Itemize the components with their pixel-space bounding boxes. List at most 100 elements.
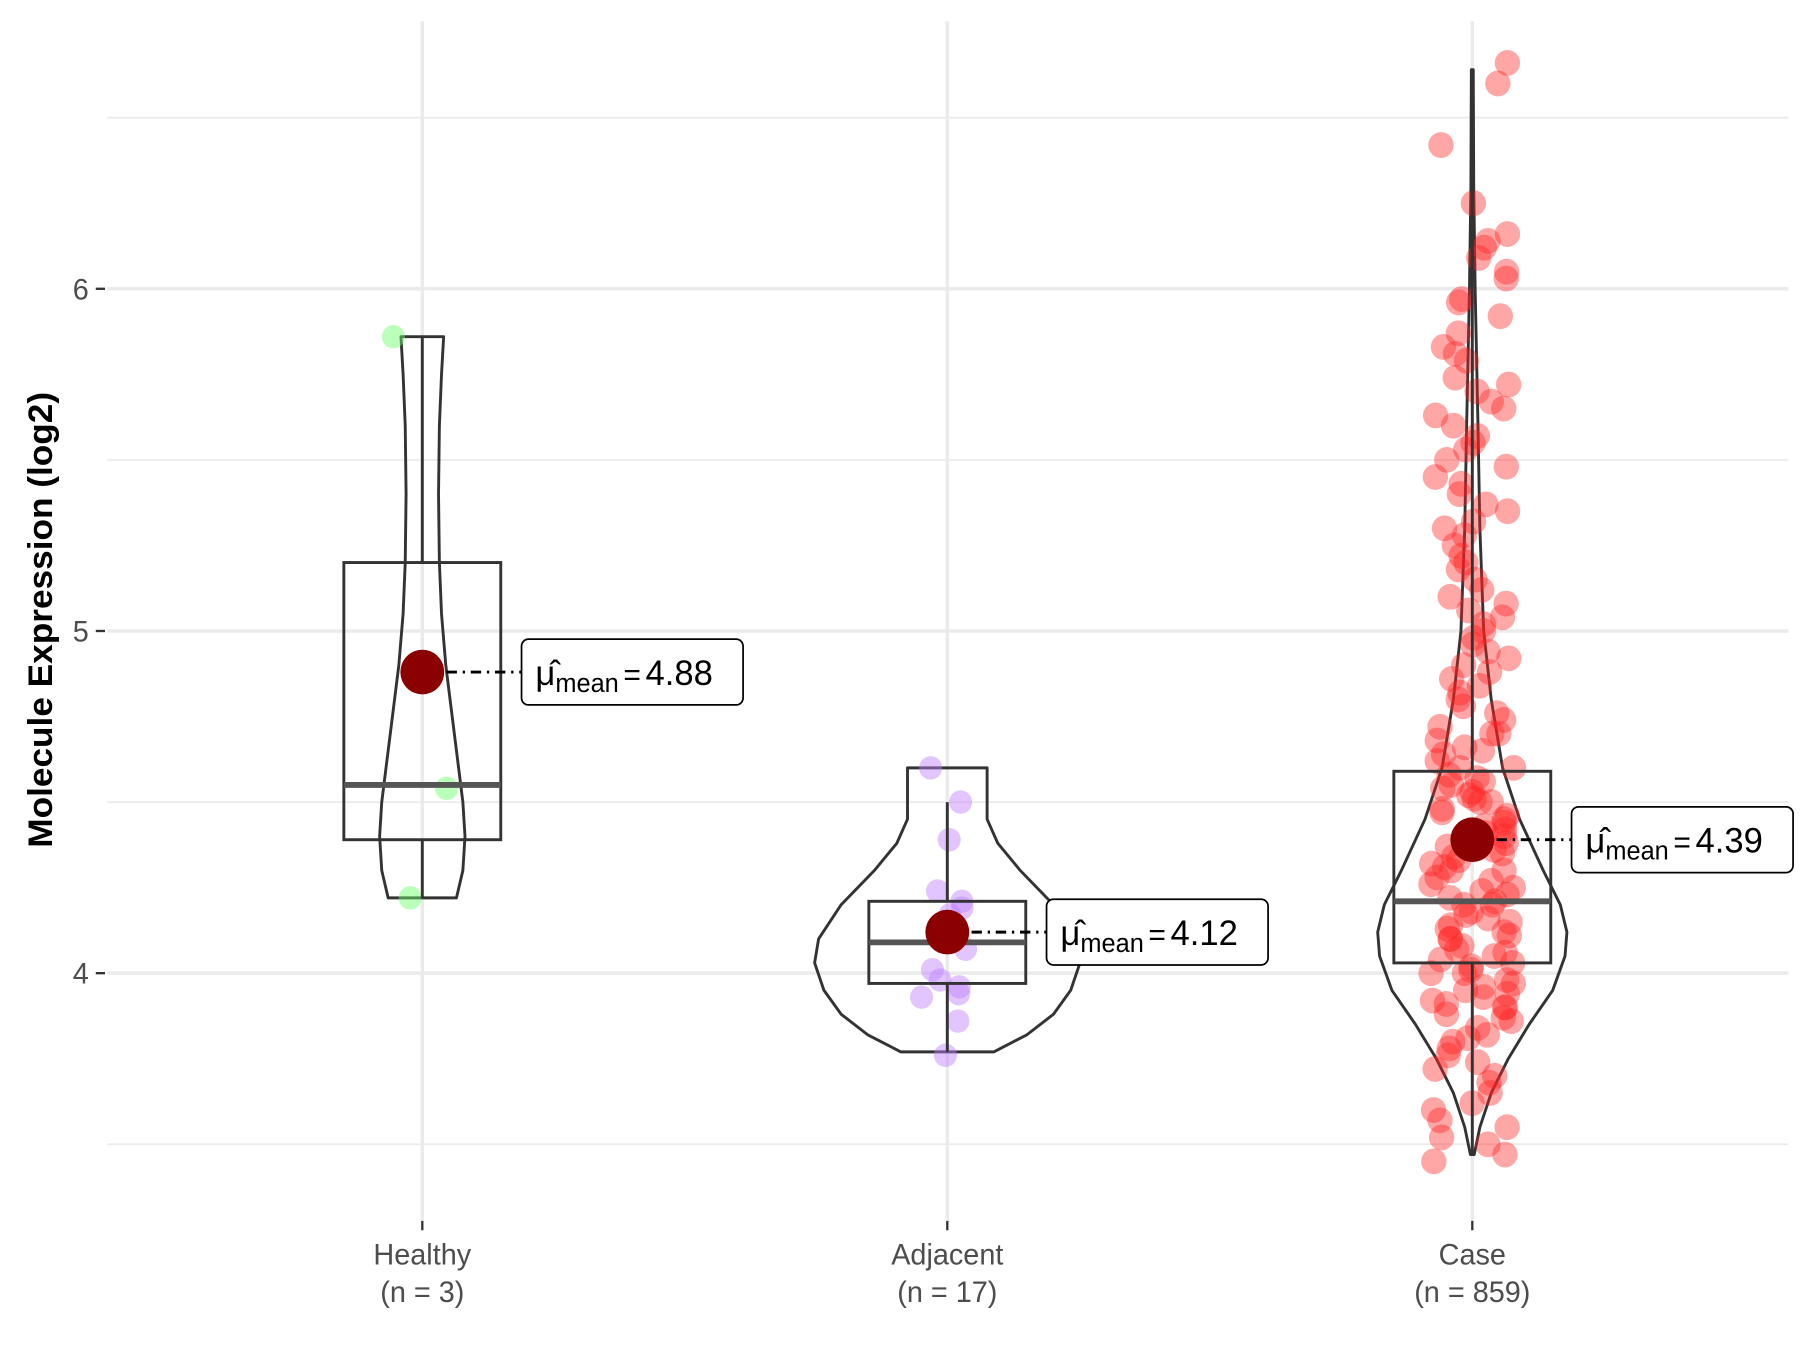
data-point <box>1491 857 1517 884</box>
data-point <box>1449 286 1475 312</box>
data-point <box>1486 720 1512 747</box>
data-point <box>1491 823 1518 850</box>
data-point <box>1487 303 1514 330</box>
data-point <box>1442 340 1469 367</box>
data-point <box>1469 878 1495 904</box>
data-point <box>1497 908 1523 935</box>
data-point <box>1489 840 1516 867</box>
data-point <box>1451 522 1478 549</box>
data-point <box>1418 960 1444 987</box>
data-point <box>1490 1004 1516 1031</box>
x-tick-label-adjacent: Adjacent <box>891 1239 1003 1271</box>
data-point <box>1430 334 1457 360</box>
data-point <box>1437 926 1463 952</box>
data-point <box>1458 898 1485 925</box>
data-point <box>1462 566 1488 593</box>
data-point <box>1467 789 1493 815</box>
data-point <box>1491 809 1517 836</box>
boxplots <box>342 69 1553 1155</box>
data-point <box>1470 768 1496 795</box>
data-point <box>1427 946 1454 973</box>
mean-subscript: mean <box>1605 837 1668 865</box>
data-point <box>1420 1097 1447 1123</box>
data-point <box>949 790 973 814</box>
mean-point <box>925 909 970 955</box>
data-point <box>1469 737 1496 764</box>
data-point <box>937 827 961 852</box>
data-point <box>1448 542 1474 569</box>
data-point <box>1427 713 1453 740</box>
x-tick-n-label: (n = 859) <box>1414 1277 1530 1309</box>
data-point <box>1450 693 1476 720</box>
data-point <box>1494 221 1521 247</box>
data-point <box>1493 967 1520 993</box>
mean-equals: = <box>623 659 641 692</box>
data-point <box>1493 453 1519 480</box>
data-point <box>946 1009 970 1033</box>
data-point <box>1461 785 1487 812</box>
data-point <box>920 958 944 982</box>
data-point <box>1500 874 1526 901</box>
data-point <box>1476 659 1503 685</box>
data-point <box>1424 727 1450 754</box>
data-point <box>1430 775 1456 802</box>
data-point <box>1427 1107 1453 1134</box>
data-point <box>1494 802 1521 829</box>
data-point <box>1491 994 1518 1021</box>
data-point <box>1476 1069 1502 1096</box>
data-point <box>1446 481 1473 508</box>
data-point <box>1430 741 1457 768</box>
data-point <box>398 886 422 910</box>
data-point <box>1434 915 1460 942</box>
mean-label-box <box>1570 805 1794 874</box>
data-point <box>1437 583 1463 610</box>
data-point <box>1478 867 1504 894</box>
violins <box>378 68 1569 1157</box>
box-case <box>1392 769 1553 965</box>
data-point <box>1469 577 1495 603</box>
data-point <box>1500 970 1527 997</box>
data-point <box>1418 871 1444 898</box>
data-point <box>1471 234 1497 261</box>
data-point <box>1428 1124 1455 1151</box>
data-point <box>1493 265 1519 292</box>
data-point <box>1470 618 1497 644</box>
data-point <box>947 975 971 999</box>
data-point <box>1491 395 1517 422</box>
data-point <box>1464 378 1490 405</box>
data-point <box>381 324 406 349</box>
data-point <box>1437 912 1464 939</box>
data-point <box>1496 922 1523 949</box>
data-point <box>1478 388 1505 415</box>
data-point <box>1494 980 1521 1007</box>
mean-value: 4.39 <box>1696 821 1763 860</box>
data-point <box>910 985 934 1009</box>
data-point <box>1475 1131 1501 1158</box>
data-point <box>1424 748 1450 774</box>
data-point <box>1481 1062 1508 1089</box>
x-tick-label-healthy: Healthy <box>373 1239 471 1271</box>
mean-subscript: mean <box>1080 930 1143 958</box>
data-point <box>1447 754 1473 781</box>
y-tick-label: 6 <box>73 274 89 306</box>
data-point <box>1466 245 1492 271</box>
data-point <box>1438 665 1465 692</box>
data-point <box>1492 1141 1518 1168</box>
data-point <box>1478 789 1504 815</box>
data-point <box>1498 1008 1524 1034</box>
data-point <box>1456 782 1482 809</box>
data-point <box>933 1043 957 1068</box>
data-point <box>925 879 949 903</box>
data-point <box>1458 956 1484 983</box>
x-tick-n-label: (n = 3) <box>380 1277 464 1309</box>
data-point <box>1493 590 1519 617</box>
data-point <box>1470 973 1497 1000</box>
data-point <box>1455 1025 1481 1052</box>
y-axis-title: Molecule Expression (log2) <box>21 392 60 848</box>
data-point <box>1491 919 1517 946</box>
data-point <box>1453 902 1479 928</box>
data-point <box>1436 761 1462 788</box>
data-point <box>1493 830 1519 857</box>
data-point <box>1431 854 1458 881</box>
